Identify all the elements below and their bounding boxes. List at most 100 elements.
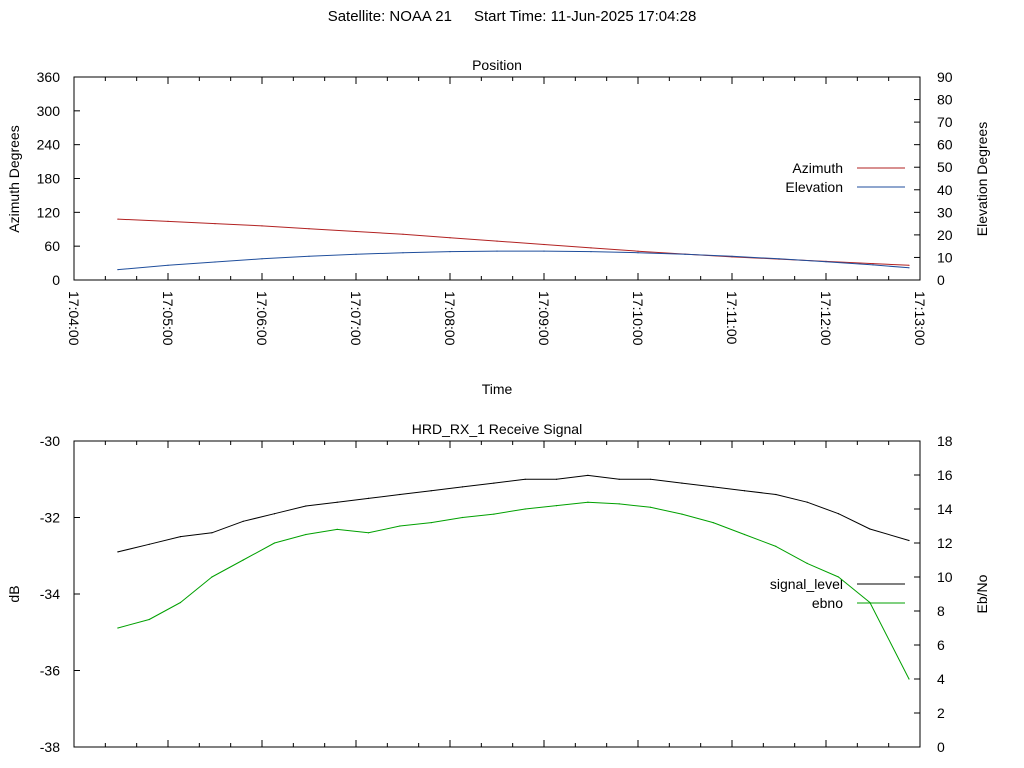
- data-point: [117, 627, 119, 629]
- data-point: [308, 228, 310, 230]
- data-point: [681, 513, 683, 515]
- y2-tick-label: 16: [937, 467, 953, 483]
- data-point: [496, 250, 498, 252]
- y2-tick-label: 8: [937, 603, 945, 619]
- data-point: [775, 545, 777, 547]
- y-tick-label: 180: [37, 171, 61, 187]
- data-point: [355, 253, 357, 255]
- y-axis-label: dB: [6, 585, 22, 602]
- data-point: [179, 536, 182, 538]
- chart-title: HRD_RX_1 Receive Signal: [412, 421, 582, 437]
- data-point: [367, 532, 370, 534]
- y2-tick-label: 70: [937, 114, 953, 130]
- data-point: [806, 562, 808, 564]
- data-point: [524, 478, 526, 480]
- x-axis-label: Time: [482, 381, 513, 397]
- data-point: [908, 678, 910, 680]
- data-point: [336, 501, 338, 503]
- data-point: [261, 225, 263, 227]
- y2-tick-label: 30: [937, 204, 953, 220]
- data-point: [305, 533, 307, 536]
- data-point: [399, 493, 401, 496]
- data-point: [493, 513, 495, 515]
- y-tick-label: -30: [40, 433, 60, 449]
- data-point: [649, 506, 652, 508]
- data-point: [449, 237, 451, 239]
- data-point: [590, 247, 592, 249]
- data-point: [775, 493, 777, 496]
- data-point: [587, 501, 589, 503]
- data-point: [872, 264, 874, 266]
- data-point: [461, 486, 464, 488]
- data-point: [430, 490, 432, 492]
- series-line-signal-level: [117, 474, 910, 553]
- data-point: [908, 539, 910, 542]
- y-tick-label: -34: [40, 586, 60, 602]
- data-point: [117, 218, 119, 220]
- data-point: [402, 252, 404, 254]
- y2-tick-label: 10: [937, 249, 953, 265]
- data-point: [778, 258, 780, 260]
- data-point: [543, 250, 545, 252]
- data-point: [743, 533, 746, 536]
- data-point: [148, 618, 150, 621]
- x-tick-label: 17:06:00: [254, 291, 270, 346]
- y2-tick-label: 12: [937, 535, 953, 551]
- legend-label: signal_level: [770, 576, 843, 592]
- data-point: [167, 264, 169, 266]
- data-point: [731, 255, 733, 257]
- chart-header: Satellite: NOAA 21 Start Time: 11-Jun-202…: [0, 6, 1024, 28]
- data-point: [872, 263, 874, 265]
- x-tick-label: 17:08:00: [442, 291, 458, 346]
- data-point: [214, 261, 216, 263]
- plot-frame: [73, 76, 921, 281]
- x-tick-label: 17:09:00: [536, 291, 552, 346]
- position-chart: Position Azimuth Degrees Elevation Degre…: [6, 57, 990, 397]
- data-point: [336, 528, 338, 530]
- y-tick-label: 120: [37, 204, 61, 220]
- data-point: [649, 478, 652, 480]
- data-point: [869, 528, 871, 530]
- data-point: [117, 551, 119, 553]
- data-point: [399, 525, 401, 527]
- data-point: [837, 576, 840, 578]
- x-tick-label: 17:07:00: [348, 291, 364, 346]
- data-point: [211, 532, 213, 534]
- y2-tick-label: 50: [937, 159, 953, 175]
- data-point: [637, 252, 639, 254]
- data-point: [493, 482, 495, 484]
- y-tick-label: 240: [37, 137, 61, 153]
- data-point: [430, 522, 432, 524]
- data-point: [618, 503, 620, 505]
- x-tick-label: 17:04:00: [66, 291, 82, 346]
- y-tick-label: 360: [37, 69, 61, 85]
- series-line-azimuth: [117, 218, 910, 266]
- data-point: [743, 490, 746, 492]
- data-point: [367, 497, 370, 499]
- data-point: [273, 542, 276, 544]
- y2-tick-label: 20: [937, 227, 953, 243]
- y2-axis-label: Eb/No: [974, 574, 990, 613]
- data-point: [908, 267, 910, 269]
- legend-label: Elevation: [785, 179, 843, 195]
- y-tick-label: -32: [40, 510, 60, 526]
- data-point: [543, 243, 545, 246]
- satellite-label: Satellite: NOAA 21: [327, 8, 452, 25]
- data-point: [167, 220, 169, 222]
- series-line-ebno: [117, 501, 910, 680]
- data-point: [806, 501, 808, 503]
- y2-tick-label: 4: [937, 671, 945, 687]
- data-point: [117, 269, 119, 271]
- x-tick-label: 17:10:00: [630, 291, 646, 346]
- data-point: [555, 505, 558, 507]
- x-tick-label: 17:11:00: [724, 291, 740, 345]
- y2-tick-label: 40: [937, 182, 953, 198]
- data-point: [590, 251, 592, 253]
- y-tick-label: 0: [52, 272, 60, 288]
- y-tick-label: -38: [40, 739, 60, 755]
- data-point: [618, 478, 620, 480]
- data-point: [837, 513, 840, 515]
- data-point: [242, 559, 244, 561]
- data-point: [179, 601, 182, 604]
- y-axis-label: Azimuth Degrees: [6, 125, 22, 232]
